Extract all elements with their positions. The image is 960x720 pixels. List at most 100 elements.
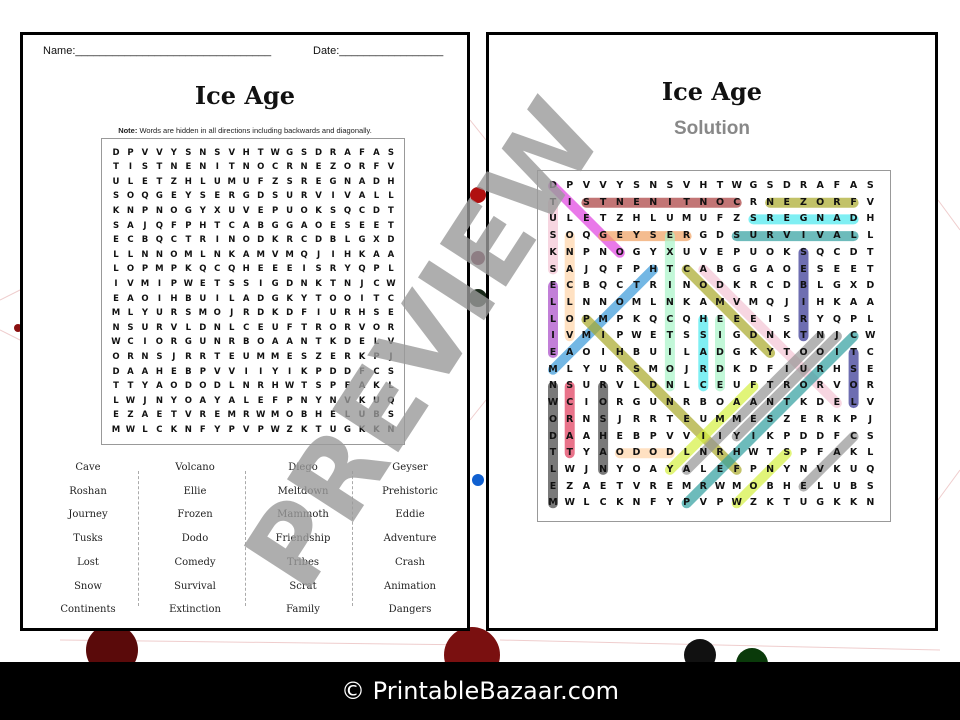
grid-letter: P bbox=[616, 330, 624, 342]
grid-letter: F bbox=[286, 322, 293, 333]
grid-letter: R bbox=[766, 230, 774, 242]
grid-letter: A bbox=[733, 397, 741, 409]
grid-letter: U bbox=[799, 497, 808, 509]
grid-letter: E bbox=[716, 380, 724, 392]
grid-letter: O bbox=[632, 463, 641, 475]
grid-letter: S bbox=[749, 213, 757, 225]
grid-letter: I bbox=[302, 264, 306, 275]
grid-letter: T bbox=[214, 351, 221, 362]
grid-letter: I bbox=[601, 347, 605, 358]
grid-letter: R bbox=[699, 480, 707, 492]
grid-letter: F bbox=[850, 196, 857, 208]
grid-letter: Y bbox=[666, 497, 674, 509]
grid-letter: R bbox=[300, 176, 308, 187]
grid-letter: Q bbox=[599, 263, 608, 275]
grid-letter: G bbox=[329, 176, 337, 187]
grid-letter: L bbox=[549, 463, 557, 475]
grid-letter: O bbox=[199, 381, 207, 392]
grid-letter: U bbox=[329, 424, 337, 435]
grid-letter: D bbox=[782, 280, 791, 292]
grid-letter: R bbox=[300, 191, 308, 202]
grid-letter: I bbox=[288, 366, 292, 377]
grid-letter: E bbox=[272, 264, 279, 275]
grid-letter: M bbox=[681, 213, 692, 225]
column-divider bbox=[245, 471, 246, 606]
worksheet-page: Name:________________________________ Da… bbox=[20, 32, 470, 631]
grid-letter: B bbox=[141, 235, 149, 246]
grid-letter: R bbox=[716, 447, 724, 459]
grid-letter: N bbox=[599, 246, 608, 258]
grid-letter: C bbox=[850, 330, 858, 342]
grid-letter: A bbox=[242, 220, 250, 231]
word-list-item: Volcano bbox=[175, 462, 215, 473]
grid-letter: B bbox=[632, 347, 641, 358]
grid-letter: N bbox=[387, 424, 395, 435]
grid-letter: K bbox=[315, 205, 322, 216]
grid-letter: S bbox=[344, 220, 351, 231]
grid-letter: I bbox=[668, 347, 672, 358]
grid-letter: B bbox=[300, 410, 308, 421]
grid-letter: A bbox=[849, 180, 858, 191]
grid-letter: G bbox=[632, 246, 641, 258]
grid-letter: D bbox=[387, 235, 395, 246]
grid-letter: O bbox=[170, 249, 178, 260]
grid-letter: N bbox=[155, 249, 163, 260]
grid-letter: E bbox=[113, 235, 119, 246]
grid-letter: R bbox=[816, 363, 824, 375]
grid-letter: U bbox=[199, 337, 207, 348]
grid-letter: D bbox=[716, 230, 724, 242]
grid-letter: V bbox=[156, 147, 163, 158]
grid-letter: N bbox=[699, 447, 708, 459]
grid-letter: A bbox=[271, 337, 279, 348]
grid-letter: H bbox=[315, 410, 323, 421]
word-list-item: Family bbox=[286, 604, 320, 616]
grid-letter: Y bbox=[633, 230, 640, 242]
grid-letter: T bbox=[599, 213, 607, 225]
grid-letter: B bbox=[849, 480, 858, 492]
grid-letter: H bbox=[242, 264, 250, 275]
grid-letter: T bbox=[156, 176, 163, 187]
grid-letter: Z bbox=[749, 497, 757, 509]
grid-letter: R bbox=[387, 322, 395, 333]
grid-letter: T bbox=[315, 337, 322, 348]
grid-letter: I bbox=[601, 330, 605, 342]
grid-letter: P bbox=[272, 205, 279, 216]
grid-letter: N bbox=[112, 322, 120, 333]
grid-letter: P bbox=[783, 430, 791, 442]
grid-letter: H bbox=[649, 263, 658, 275]
grid-letter: M bbox=[581, 330, 592, 342]
grid-letter: M bbox=[731, 480, 742, 492]
grid-letter: O bbox=[314, 220, 323, 231]
highlight-animation bbox=[681, 331, 826, 475]
grid-letter: E bbox=[666, 230, 674, 242]
grid-letter: P bbox=[582, 246, 590, 258]
grid-letter: F bbox=[616, 263, 624, 275]
highlight-prehistoric bbox=[681, 331, 859, 509]
grid-letter: K bbox=[616, 497, 624, 509]
grid-letter: H bbox=[632, 213, 641, 225]
grid-letter: Y bbox=[344, 264, 351, 275]
grid-letter: U bbox=[749, 230, 758, 242]
grid-letter: O bbox=[286, 410, 294, 421]
grid-letter: A bbox=[699, 347, 707, 358]
grid-letter: Y bbox=[733, 430, 741, 442]
grid-letter: D bbox=[329, 366, 337, 377]
grid-letter: V bbox=[816, 230, 824, 242]
grid-letter: C bbox=[683, 263, 691, 275]
grid-letter: O bbox=[155, 337, 164, 348]
grid-letter: V bbox=[866, 397, 874, 409]
grid-letter: G bbox=[732, 330, 741, 342]
page-title: Ice Age bbox=[194, 81, 296, 110]
grid-letter: E bbox=[867, 363, 874, 375]
grid-letter: F bbox=[833, 180, 841, 191]
grid-letter: O bbox=[799, 347, 808, 358]
grid-letter: U bbox=[749, 246, 758, 258]
grid-letter: K bbox=[300, 366, 308, 377]
word-list-item: Mammoth bbox=[277, 509, 329, 521]
word-list-item: Lost bbox=[77, 556, 99, 568]
grid-letter: L bbox=[566, 296, 573, 308]
grid-letter: Q bbox=[387, 395, 395, 406]
grid-letter: W bbox=[284, 381, 295, 392]
grid-letter: W bbox=[731, 180, 742, 191]
grid-letter: Z bbox=[272, 176, 279, 187]
